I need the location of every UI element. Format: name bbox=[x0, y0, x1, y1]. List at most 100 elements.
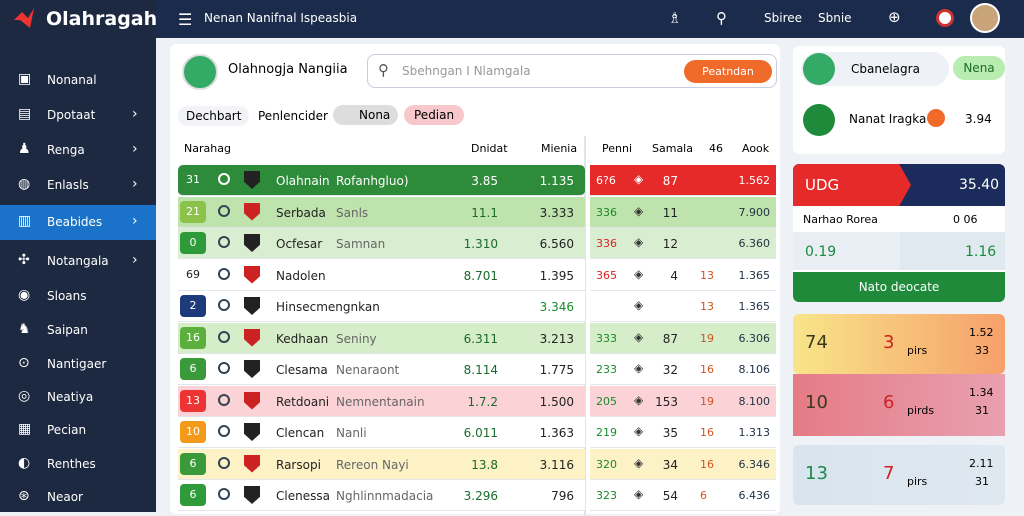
chevron: › bbox=[132, 141, 138, 157]
rank-badge: 16 bbox=[180, 326, 206, 349]
table-row[interactable]: 16 Kedhaan Seniny 6.311 3.213 bbox=[178, 322, 585, 354]
table-row-right[interactable]: 323 ◈ 54 6 6.436 bbox=[590, 480, 776, 511]
nav-item[interactable]: ▣ Nonanal bbox=[0, 63, 156, 98]
value: 6?6 bbox=[596, 174, 616, 187]
nav-item[interactable]: ◐ Renthes bbox=[0, 447, 156, 482]
tag[interactable]: Nena bbox=[953, 56, 1005, 80]
team-name: Rarsopi bbox=[276, 457, 321, 472]
tab[interactable]: Nona bbox=[333, 105, 399, 125]
match-button[interactable]: Nato deocate bbox=[793, 272, 1005, 302]
nav-icon: ▥ bbox=[18, 213, 32, 229]
team-logo bbox=[218, 204, 230, 217]
value: 32 bbox=[662, 363, 678, 377]
table-header: Dnidat bbox=[471, 142, 508, 155]
value: 1.135 bbox=[539, 174, 574, 188]
table-row-right[interactable]: 233 ◈ 32 16 8.106 bbox=[590, 354, 776, 385]
value: 6.346 bbox=[738, 457, 771, 471]
value: 12 bbox=[662, 237, 678, 251]
icon: ◈ bbox=[634, 172, 644, 186]
score-main: 10 bbox=[805, 392, 828, 413]
team-sub: Nanli bbox=[336, 426, 367, 440]
table-row[interactable]: 10 Clencan Nanli 6.011 1.363 bbox=[178, 417, 585, 448]
table-row-right[interactable]: ◈ 13 1.365 bbox=[590, 291, 776, 322]
nav-item[interactable]: ▤ Dpotaat › bbox=[0, 98, 156, 133]
score-top: 1.34 bbox=[969, 386, 994, 399]
table-row-right[interactable]: 205 ◈ 153 19 8.100 bbox=[590, 385, 776, 417]
table-header: Aook bbox=[742, 142, 770, 155]
value: 16 bbox=[700, 426, 714, 439]
top-link[interactable]: Sbiree bbox=[764, 11, 803, 25]
value: 1.500 bbox=[539, 394, 574, 409]
nav-item[interactable]: ◍ Enlasls › bbox=[0, 168, 156, 203]
top-link[interactable]: Sbnie bbox=[818, 11, 852, 25]
value: 3.116 bbox=[539, 457, 574, 472]
score-card: 74 3 1.52 pirs 33 bbox=[793, 314, 1005, 374]
table-row-right[interactable]: 365 ◈ 4 13 1.365 bbox=[590, 259, 776, 291]
search-button[interactable]: Peatndan bbox=[684, 60, 772, 83]
table-row[interactable]: 6 Rarsopi Rereon Nayi 13.8 3.116 bbox=[178, 448, 585, 480]
team-logo bbox=[244, 391, 260, 410]
nav-label: Dpotaat bbox=[47, 108, 96, 122]
table-row[interactable]: 69 Nadolen 8.701 1.395 bbox=[178, 259, 585, 291]
nav-icon: ⊛ bbox=[18, 488, 30, 504]
profile-name: Cbanelagra bbox=[851, 62, 920, 76]
value: 323 bbox=[596, 489, 617, 502]
menu-icon[interactable]: ☰ bbox=[178, 10, 193, 29]
icon[interactable]: ♗ bbox=[668, 9, 682, 27]
nav-item[interactable]: ✣ Notangala › bbox=[0, 244, 156, 279]
table-row[interactable]: 0 Ocfesar Samnan 1.310 6.560 bbox=[178, 228, 585, 259]
icon[interactable]: ⊕ bbox=[888, 8, 901, 26]
table-row-right[interactable]: 320 ◈ 34 16 6.346 bbox=[590, 448, 776, 480]
value: 3.85 bbox=[471, 174, 498, 188]
value: 87 bbox=[662, 174, 678, 188]
team-logo bbox=[218, 299, 230, 311]
table-row[interactable]: 6 Clenessa Nghlinnmadacia 3.296 796 bbox=[178, 480, 585, 511]
nav-icon: ✣ bbox=[18, 252, 30, 268]
value: 11.1 bbox=[471, 205, 498, 220]
table-row-right[interactable]: 336 ◈ 11 7.900 bbox=[590, 196, 776, 228]
team-logo bbox=[244, 297, 260, 315]
table-row-right[interactable]: 219 ◈ 35 16 1.313 bbox=[590, 417, 776, 448]
icon[interactable]: ⚲ bbox=[716, 9, 727, 27]
team-sub: Samnan bbox=[336, 237, 386, 251]
icon[interactable] bbox=[936, 9, 954, 27]
match-right: 1.16 bbox=[965, 244, 997, 260]
nav-item[interactable]: ♞ Saipan bbox=[0, 313, 156, 348]
tab[interactable]: Pedian bbox=[404, 105, 465, 125]
tab[interactable]: Penlencider bbox=[258, 109, 328, 123]
nav-item[interactable]: ♟ Renga › bbox=[0, 133, 156, 168]
table-row[interactable]: 21 Serbada Sanls 11.1 3.333 bbox=[178, 196, 585, 228]
table-row[interactable]: 6 Clesama Nenaraont 8.114 1.775 bbox=[178, 354, 585, 385]
tab[interactable]: Dechbart bbox=[178, 106, 250, 126]
chevron: › bbox=[132, 106, 138, 122]
avatar[interactable] bbox=[970, 3, 1000, 33]
icon: ◈ bbox=[634, 487, 644, 501]
nav-item[interactable]: ▥ Beabides › bbox=[0, 205, 156, 240]
table-row-right[interactable]: 6?6 ◈ 87 1.562 bbox=[590, 165, 776, 196]
team-name: Nadolen bbox=[276, 268, 326, 283]
score-second: 6 bbox=[883, 392, 895, 413]
score-main: 74 bbox=[805, 332, 828, 353]
table-row[interactable]: 13 Retdoani Nemnentanain 1.7.2 1.500 bbox=[178, 385, 585, 417]
table-row-right[interactable]: 336 ◈ 12 6.360 bbox=[590, 228, 776, 259]
nav-item[interactable]: ⊛ Neaor bbox=[0, 480, 156, 515]
value: 333 bbox=[596, 331, 617, 345]
table-row[interactable]: 31 Olahnain Rofanhgluo) 3.85 1.135 bbox=[178, 165, 585, 196]
nav-item[interactable]: ▦ Pecian bbox=[0, 413, 156, 448]
value: 796 bbox=[551, 489, 574, 503]
search-box[interactable]: ⚲ Sbehngan I Nlamgala Peatndan bbox=[367, 54, 777, 88]
score-card: 10 6 1.34 pirds 31 bbox=[793, 374, 1005, 436]
nav-item[interactable]: ⊙ Nantigaer bbox=[0, 347, 156, 382]
nav-item[interactable]: ◎ Neatiya bbox=[0, 380, 156, 415]
team-name: Hinsecmengnkan bbox=[276, 300, 380, 314]
value: 1.363 bbox=[539, 426, 574, 440]
team-logo bbox=[218, 236, 230, 248]
chevron: › bbox=[132, 252, 138, 268]
nav-icon: ▣ bbox=[18, 71, 32, 87]
rank-badge: 31 bbox=[180, 169, 206, 191]
table-row-right[interactable]: 333 ◈ 87 19 6.306 bbox=[590, 322, 776, 354]
table-row[interactable]: 2 Hinsecmengnkan 3.346 bbox=[178, 291, 585, 322]
team-logo bbox=[218, 425, 230, 437]
nav-item[interactable]: ◉ Sloans bbox=[0, 279, 156, 314]
